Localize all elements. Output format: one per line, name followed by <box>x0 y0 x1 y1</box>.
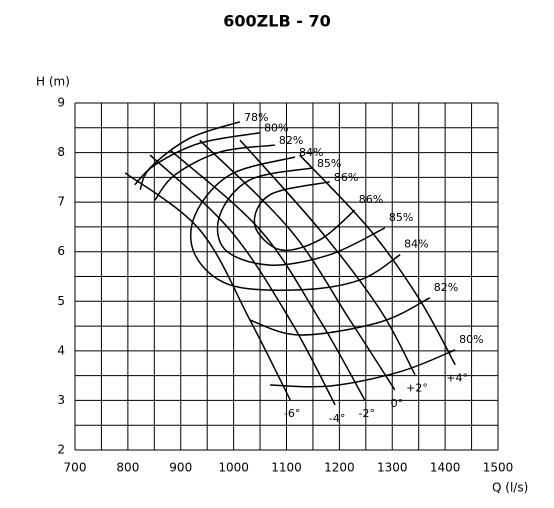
x-tick-label: 1000 <box>218 461 249 475</box>
curve <box>216 167 386 266</box>
x-axis-label: Q (l/s) <box>492 481 528 495</box>
x-tick-label: 1300 <box>377 461 408 475</box>
curve <box>299 154 456 366</box>
chart-title: 600ZLB - 70 <box>223 12 330 31</box>
y-tick-label: 5 <box>57 294 65 308</box>
blade-label: +4° <box>446 372 468 385</box>
x-tick-label: 800 <box>116 461 139 475</box>
curve <box>134 132 456 388</box>
y-tick-label: 4 <box>57 343 65 357</box>
y-tick-label: 7 <box>57 195 65 209</box>
curve <box>253 181 356 252</box>
y-tick-label: 8 <box>57 145 65 159</box>
x-tick-label: 700 <box>64 461 87 475</box>
efficiency-label: 78% <box>244 111 268 124</box>
y-tick-label: 6 <box>57 244 65 258</box>
y-tick-label: 2 <box>57 443 65 457</box>
blade-label: 0° <box>391 397 404 410</box>
y-tick-label: 9 <box>57 96 65 110</box>
x-tick-label: 1100 <box>271 461 302 475</box>
blade-label: -4° <box>329 412 345 425</box>
blade-label: -2° <box>359 407 375 420</box>
blade-label: -6° <box>284 407 300 420</box>
efficiency-label: 80% <box>459 333 483 346</box>
curve <box>199 139 396 391</box>
efficiency-label: 85% <box>317 157 341 170</box>
x-tick-label: 1500 <box>483 461 514 475</box>
curve <box>239 139 416 376</box>
efficiency-label: 86% <box>334 171 358 184</box>
y-axis-label: H (m) <box>36 75 70 89</box>
curve <box>149 154 336 406</box>
curve <box>189 156 401 292</box>
x-tick-label: 1400 <box>430 461 461 475</box>
efficiency-label: 84% <box>404 238 428 251</box>
x-tick-label: 900 <box>169 461 192 475</box>
x-tick-label: 1200 <box>324 461 355 475</box>
efficiency-label: 85% <box>389 211 413 224</box>
efficiency-label: 84% <box>299 146 323 159</box>
curve <box>154 144 431 336</box>
efficiency-label: 82% <box>279 134 303 147</box>
curve <box>169 149 366 401</box>
efficiency-label: 86% <box>359 193 383 206</box>
efficiency-label: 80% <box>264 122 288 135</box>
efficiency-label: 82% <box>434 281 458 294</box>
curve <box>139 121 241 191</box>
y-tick-label: 3 <box>57 393 65 407</box>
blade-label: +2° <box>406 382 428 395</box>
curve <box>124 172 291 401</box>
